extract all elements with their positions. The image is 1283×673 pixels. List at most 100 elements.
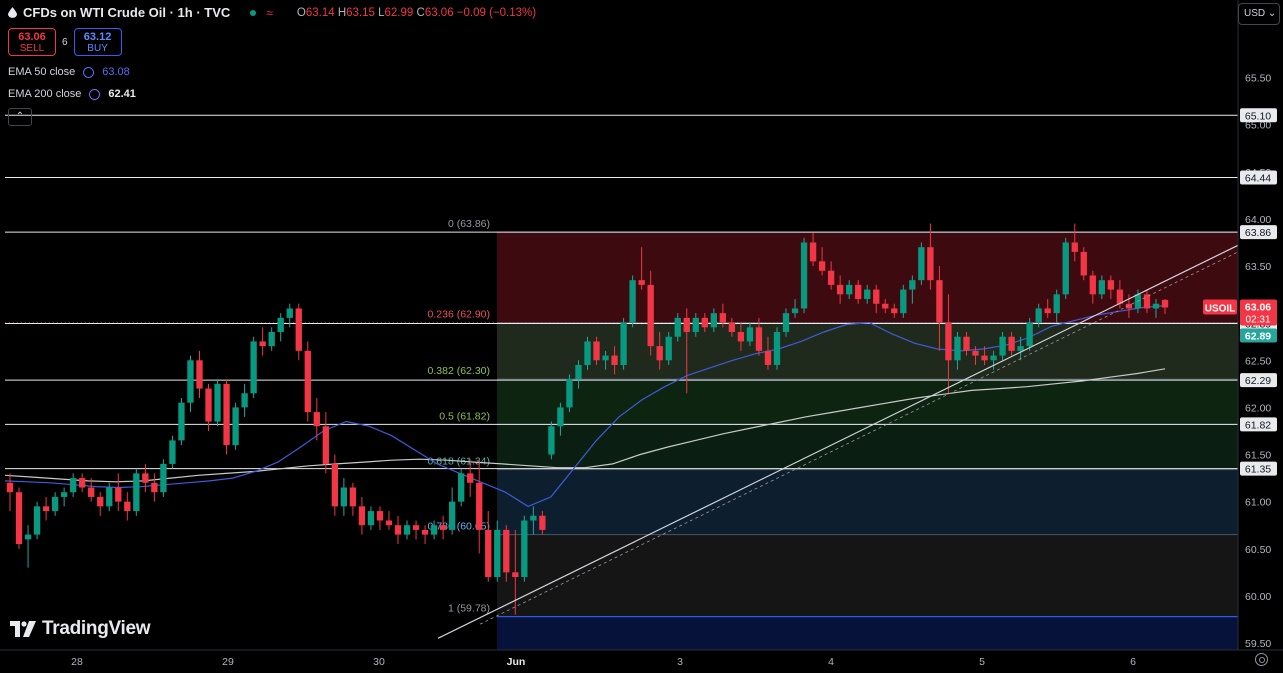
candle-body xyxy=(530,515,537,521)
candle xyxy=(692,313,699,337)
indicator-ema50[interactable]: EMA 50 close 63.08 xyxy=(8,66,130,78)
candle xyxy=(1026,317,1033,351)
trendline xyxy=(437,244,1239,639)
collapse-legend-button[interactable]: ⌃ xyxy=(8,108,32,126)
price-tag-label: 63.06 xyxy=(1245,302,1271,314)
candle-body xyxy=(439,525,447,530)
time-tick-label: 5 xyxy=(979,656,985,668)
level-tag-label: 63.86 xyxy=(1245,227,1271,239)
candle-body xyxy=(178,402,185,441)
candle xyxy=(665,332,672,365)
candle xyxy=(133,468,140,516)
price-tags: 65.10 64.44 63.86 62.89 62.29 61.82 61.35 USOIL… xyxy=(1203,108,1277,476)
spread-value: 6 xyxy=(62,36,68,48)
loading-spinner-icon xyxy=(89,88,101,100)
candle-body xyxy=(304,350,311,413)
candle-body xyxy=(827,270,835,285)
candle xyxy=(836,275,844,304)
candle xyxy=(421,525,429,545)
candle xyxy=(629,275,636,328)
candle xyxy=(710,308,717,333)
candle xyxy=(945,294,952,394)
candle xyxy=(1017,336,1024,361)
candle xyxy=(1107,275,1115,300)
buy-button[interactable]: 63.12 BUY xyxy=(73,28,122,56)
fib-label: 0 (63.86) xyxy=(448,218,490,230)
symbol-title[interactable]: CFDs on WTI Crude Oil · 1h · TVC xyxy=(23,5,231,20)
fib-band xyxy=(497,322,1238,380)
candle-body xyxy=(900,289,907,314)
candle xyxy=(376,506,384,530)
price-tick-label: 63.50 xyxy=(1245,261,1271,273)
level-tag xyxy=(1240,108,1277,123)
candle xyxy=(773,327,781,370)
candle xyxy=(394,515,402,545)
candle-body xyxy=(873,289,880,304)
candle-body xyxy=(963,336,970,351)
candle xyxy=(1035,303,1042,328)
candle xyxy=(439,515,447,540)
candle xyxy=(1008,332,1015,356)
candle xyxy=(205,383,212,431)
candle-body xyxy=(1089,275,1096,295)
fib-band xyxy=(497,232,1238,323)
tradingview-logo: TradingView xyxy=(10,618,151,640)
candle-body xyxy=(250,341,257,394)
candle-body xyxy=(764,350,772,365)
candle-body xyxy=(927,247,934,281)
candle-body xyxy=(521,520,528,578)
candle xyxy=(367,506,375,530)
candle xyxy=(458,468,465,507)
ema50-line xyxy=(4,305,1166,508)
candle-body xyxy=(566,379,573,408)
chart-header: CFDs on WTI Crude Oil · 1h · TVC ≈ O63.1… xyxy=(8,5,536,20)
currency-selector[interactable]: USD ⌄ xyxy=(1238,3,1280,25)
candle xyxy=(97,492,104,516)
time-tick-label: Jun xyxy=(507,656,526,668)
settings-gear-icon[interactable] xyxy=(1255,653,1268,666)
candle-body xyxy=(232,407,239,446)
candle xyxy=(1053,289,1060,323)
candle-body xyxy=(223,383,230,446)
candle xyxy=(764,336,772,370)
candle xyxy=(647,270,654,356)
candle xyxy=(638,247,645,290)
candle-body xyxy=(70,478,77,493)
candle-body xyxy=(1116,289,1124,304)
candle-body xyxy=(855,284,862,300)
candle xyxy=(701,313,708,333)
candle-body xyxy=(701,317,708,328)
candle xyxy=(485,511,492,582)
candle xyxy=(584,336,591,370)
level-tag-label: 65.10 xyxy=(1245,110,1271,122)
candle xyxy=(313,397,320,441)
candle xyxy=(602,350,609,370)
candle xyxy=(340,478,348,516)
candle-body xyxy=(602,355,609,361)
candle-body xyxy=(205,388,212,422)
candle xyxy=(746,322,754,347)
candle xyxy=(178,397,185,446)
candle-body xyxy=(286,308,293,318)
candle xyxy=(223,379,230,455)
candle-body xyxy=(385,520,393,526)
price-tick-label: 59.50 xyxy=(1245,638,1271,650)
candle xyxy=(1143,289,1151,314)
candle-body xyxy=(1026,322,1033,347)
candle-body xyxy=(340,487,348,507)
candle-body xyxy=(467,473,474,483)
price-tick-label: 60.50 xyxy=(1245,544,1271,556)
candle xyxy=(476,459,483,554)
indicator-ema200[interactable]: EMA 200 close 62.41 xyxy=(8,88,136,100)
ema-tag xyxy=(1240,328,1277,343)
candle xyxy=(322,412,329,474)
sell-button[interactable]: 63.06 SELL xyxy=(8,28,56,56)
candle xyxy=(800,237,808,314)
candle-body xyxy=(142,473,149,483)
candle-body xyxy=(485,529,492,578)
price-tick-label: 64.00 xyxy=(1245,214,1271,226)
fib-label: 0.236 (62.90) xyxy=(428,309,490,321)
fibonacci-labels: 0 (63.86) 0.236 (62.90) 0.382 (62.30) 0.5 (… xyxy=(428,218,490,614)
candle xyxy=(151,473,158,502)
